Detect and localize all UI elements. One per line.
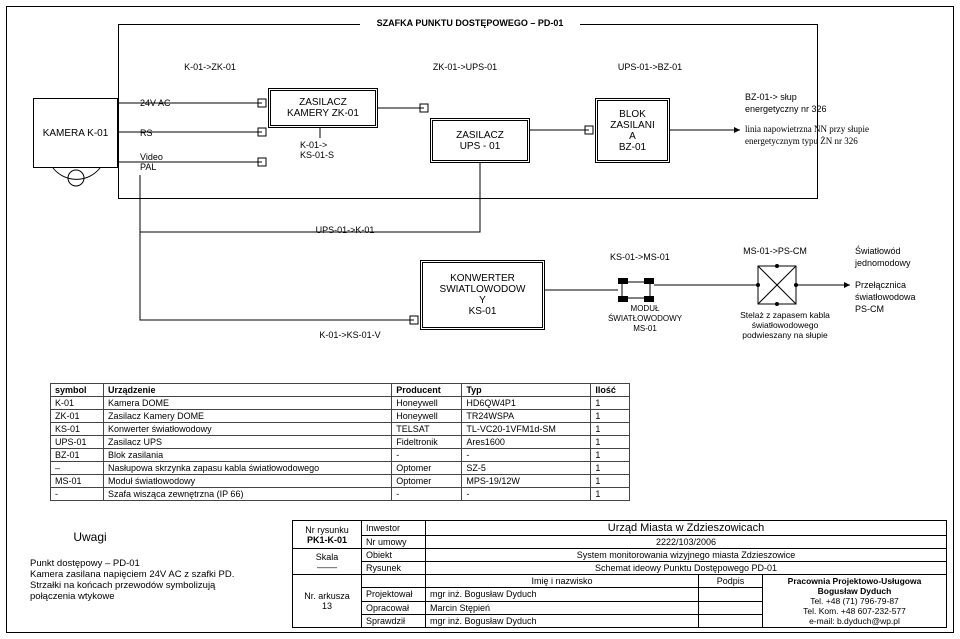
title-block: Nr rysunkuPK1-K-01 Inwestor Urząd Miasta…: [292, 520, 947, 628]
imie-l: Imię i nazwisko: [426, 575, 699, 588]
firm5: e-mail: b.dyduch@wp.pl: [809, 616, 900, 626]
firm3: Tel. +48 (71) 796-79-87: [810, 596, 899, 606]
uwagi-heading: Uwagi: [50, 530, 130, 544]
parts-col: Producent: [392, 384, 462, 397]
opr-l: Opracował: [362, 601, 426, 614]
opr-v: Marcin Stępień: [426, 601, 699, 614]
parts-col: Urządzenie: [104, 384, 392, 397]
parts-col: Ilość: [591, 384, 630, 397]
firm4: Tel. Kom. +48 607-232-577: [803, 606, 906, 616]
table-row: BZ-01Blok zasilania--1: [51, 449, 630, 462]
spr-v: mgr inż. Bogusław Dyduch: [426, 614, 699, 627]
table-row: K-01Kamera DOMEHoneywellHD6QW4P11: [51, 397, 630, 410]
firm2: Bogusław Dyduch: [818, 586, 892, 596]
nr-rys-v: PK1-K-01: [307, 535, 347, 545]
nr-rys-l: Nr rysunku: [305, 525, 349, 535]
firm1: Pracownia Projektowo-Usługowa: [788, 576, 922, 586]
parts-table: symbolUrządzenieProducentTypIlość K-01Ka…: [50, 383, 630, 501]
obiekt-v: System monitorowania wizyjnego miasta Zd…: [426, 549, 947, 562]
table-row: UPS-01Zasilacz UPSFideltronikAres16001: [51, 436, 630, 449]
inwestor-l: Inwestor: [362, 521, 426, 536]
parts-col: Typ: [462, 384, 591, 397]
table-row: –Nasłupowa skrzynka zapasu kabla światło…: [51, 462, 630, 475]
proj-l: Projektował: [362, 588, 426, 601]
nr-ark-v: 13: [322, 601, 332, 611]
nr-ark-l: Nr. arkusza: [304, 591, 350, 601]
table-row: MS-01Moduł światłowodowyOptomerMPS-19/12…: [51, 475, 630, 488]
uwagi-text: Punkt dostępowy – PD-01 Kamera zasilana …: [30, 558, 290, 602]
podpis-l: Podpis: [699, 575, 763, 588]
inwestor-v: Urząd Miasta w Zdzieszowicach: [426, 521, 947, 536]
obiekt-l: Obiekt: [362, 549, 426, 562]
nr-um-v: 2222/103/2006: [426, 536, 947, 549]
table-row: KS-01Konwerter światłowodowyTELSATTL-VC2…: [51, 423, 630, 436]
spr-l: Sprawdził: [362, 614, 426, 627]
table-row: -Szafa wisząca zewnętrzna (IP 66)--1: [51, 488, 630, 501]
parts-col: symbol: [51, 384, 104, 397]
skala-l: Skala: [316, 552, 339, 562]
table-row: ZK-01Zasilacz Kamery DOMEHoneywellTR24WS…: [51, 410, 630, 423]
rys-l: Rysunek: [362, 562, 426, 575]
proj-v: mgr inż. Bogusław Dyduch: [426, 588, 699, 601]
rys-v: Schemat ideowy Punktu Dostępowego PD-01: [426, 562, 947, 575]
nr-um-l: Nr umowy: [362, 536, 426, 549]
